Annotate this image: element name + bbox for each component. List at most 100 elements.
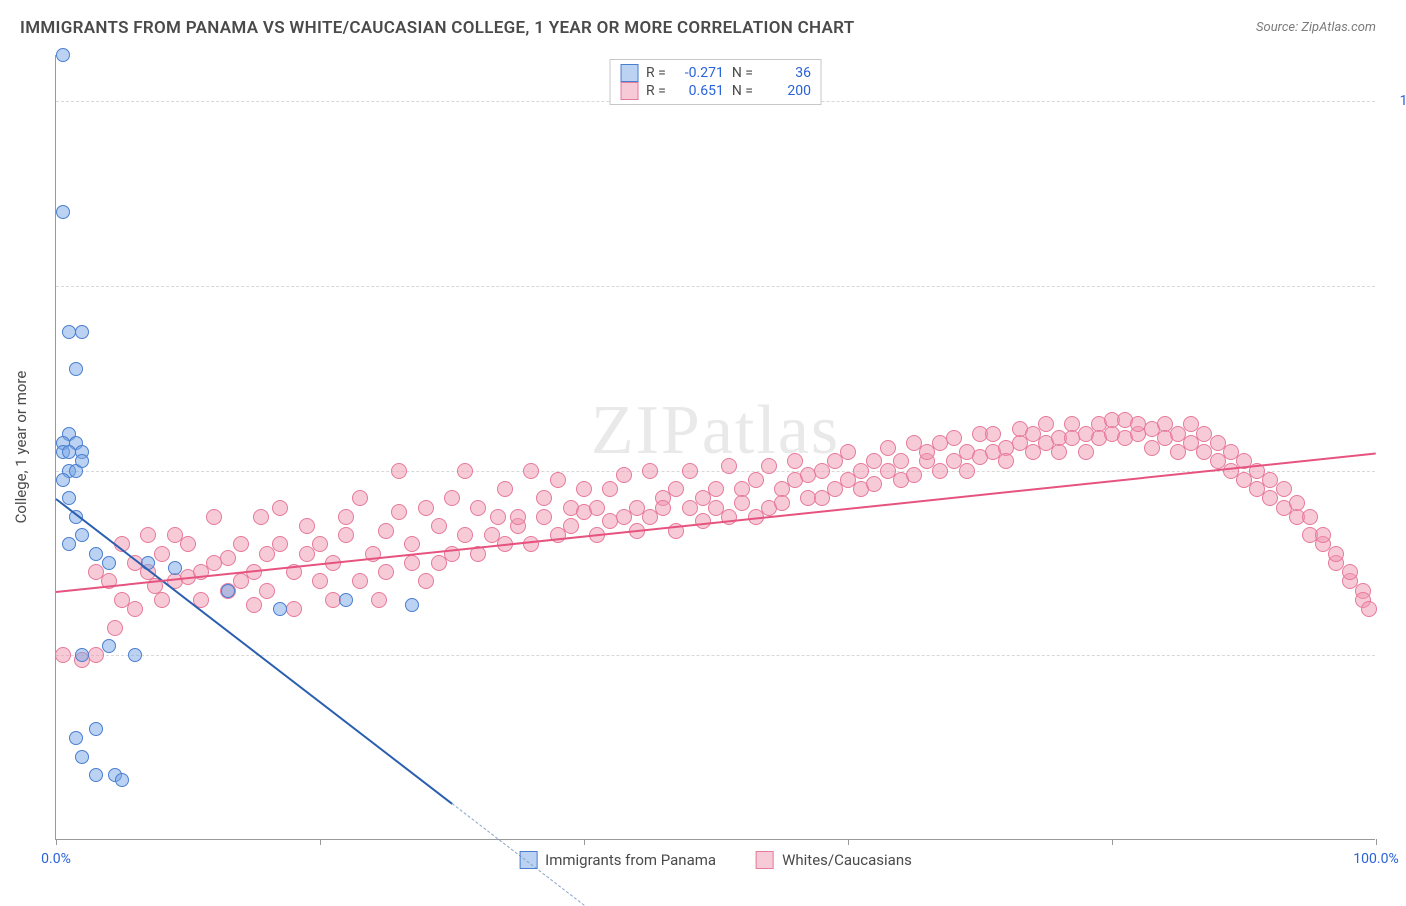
data-point (1276, 481, 1292, 497)
data-point (128, 648, 142, 662)
data-point (154, 546, 170, 562)
data-point (510, 509, 526, 525)
data-point (431, 518, 447, 534)
data-point (576, 481, 592, 497)
data-point (536, 509, 552, 525)
data-point (246, 597, 262, 613)
legend-n-value-white: 200 (761, 83, 811, 99)
data-point (444, 490, 460, 506)
data-point (286, 601, 302, 617)
y-tick-label: 80.0% (1385, 278, 1406, 294)
plot-area: ZIPatlas 40.0%60.0%80.0%100.0% 0.0%100.0… (55, 55, 1375, 840)
data-point (682, 463, 698, 479)
data-point (457, 463, 473, 479)
legend-n-value-panama: 36 (761, 65, 811, 81)
data-point (1315, 527, 1331, 543)
data-point (299, 518, 315, 534)
source-label: Source: ZipAtlas.com (1256, 20, 1376, 35)
data-point (206, 509, 222, 525)
data-point (1078, 444, 1094, 460)
legend-label-panama: Immigrants from Panama (545, 851, 716, 869)
data-point (127, 601, 143, 617)
data-point (655, 500, 671, 516)
data-point (840, 444, 856, 460)
data-point (180, 536, 196, 552)
data-point (102, 639, 116, 653)
data-point (404, 555, 420, 571)
data-point (102, 556, 116, 570)
legend-stats-row-white: R = 0.651 N = 200 (620, 82, 811, 100)
data-point (998, 453, 1014, 469)
data-point (774, 495, 790, 511)
trend-line (55, 498, 452, 804)
data-point (69, 731, 83, 745)
x-tick-label: 100.0% (1353, 851, 1398, 867)
data-point (523, 536, 539, 552)
data-point (1302, 509, 1318, 525)
data-point (985, 426, 1001, 442)
data-point (418, 573, 434, 589)
data-point (62, 537, 76, 551)
data-point (56, 48, 70, 62)
data-point (695, 513, 711, 529)
data-point (536, 490, 552, 506)
data-point (56, 473, 70, 487)
legend-swatch-panama (620, 64, 638, 82)
y-tick-label: 40.0% (1385, 647, 1406, 663)
data-point (75, 648, 89, 662)
data-point (589, 500, 605, 516)
legend-r-label: R = (646, 65, 666, 81)
y-tick-label: 100.0% (1385, 93, 1406, 109)
y-axis-label: College, 1 year or more (12, 371, 30, 524)
data-point (642, 463, 658, 479)
legend-swatch-panama (519, 851, 537, 869)
data-point (352, 573, 368, 589)
data-point (220, 550, 236, 566)
data-point (668, 481, 684, 497)
data-point (378, 523, 394, 539)
data-point (1289, 495, 1305, 511)
data-point (418, 500, 434, 516)
legend-label-white: Whites/Caucasians (782, 851, 912, 869)
data-point (404, 536, 420, 552)
legend-r-value-panama: -0.271 (674, 65, 724, 81)
legend-stats: R = -0.271 N = 36 R = 0.651 N = 200 (609, 59, 822, 105)
data-point (339, 593, 353, 607)
data-point (89, 722, 103, 736)
data-point (563, 518, 579, 534)
data-point (1038, 416, 1054, 432)
data-point (88, 647, 104, 663)
data-point (75, 325, 89, 339)
data-point (233, 536, 249, 552)
data-point (906, 467, 922, 483)
data-point (69, 362, 83, 376)
data-point (338, 509, 354, 525)
data-point (761, 458, 777, 474)
data-point (371, 592, 387, 608)
data-point (154, 592, 170, 608)
data-point (523, 463, 539, 479)
legend-n-label: N = (732, 83, 753, 99)
data-point (1361, 601, 1377, 617)
data-point (405, 598, 419, 612)
data-point (1051, 444, 1067, 460)
data-point (490, 509, 506, 525)
data-point (391, 504, 407, 520)
legend-item-panama: Immigrants from Panama (519, 851, 716, 869)
data-point (56, 205, 70, 219)
data-point (959, 463, 975, 479)
legend-stats-row-panama: R = -0.271 N = 36 (620, 64, 811, 82)
data-point (89, 547, 103, 561)
data-point (602, 481, 618, 497)
data-point (168, 561, 182, 575)
data-point (734, 495, 750, 511)
data-point (866, 476, 882, 492)
x-tick-label: 0.0% (41, 851, 71, 867)
data-point (616, 467, 632, 483)
data-point (312, 536, 328, 552)
data-point (880, 440, 896, 456)
chart-title: IMMIGRANTS FROM PANAMA VS WHITE/CAUCASIA… (20, 18, 854, 38)
legend-swatch-white (756, 851, 774, 869)
data-point (140, 527, 156, 543)
data-point (352, 490, 368, 506)
